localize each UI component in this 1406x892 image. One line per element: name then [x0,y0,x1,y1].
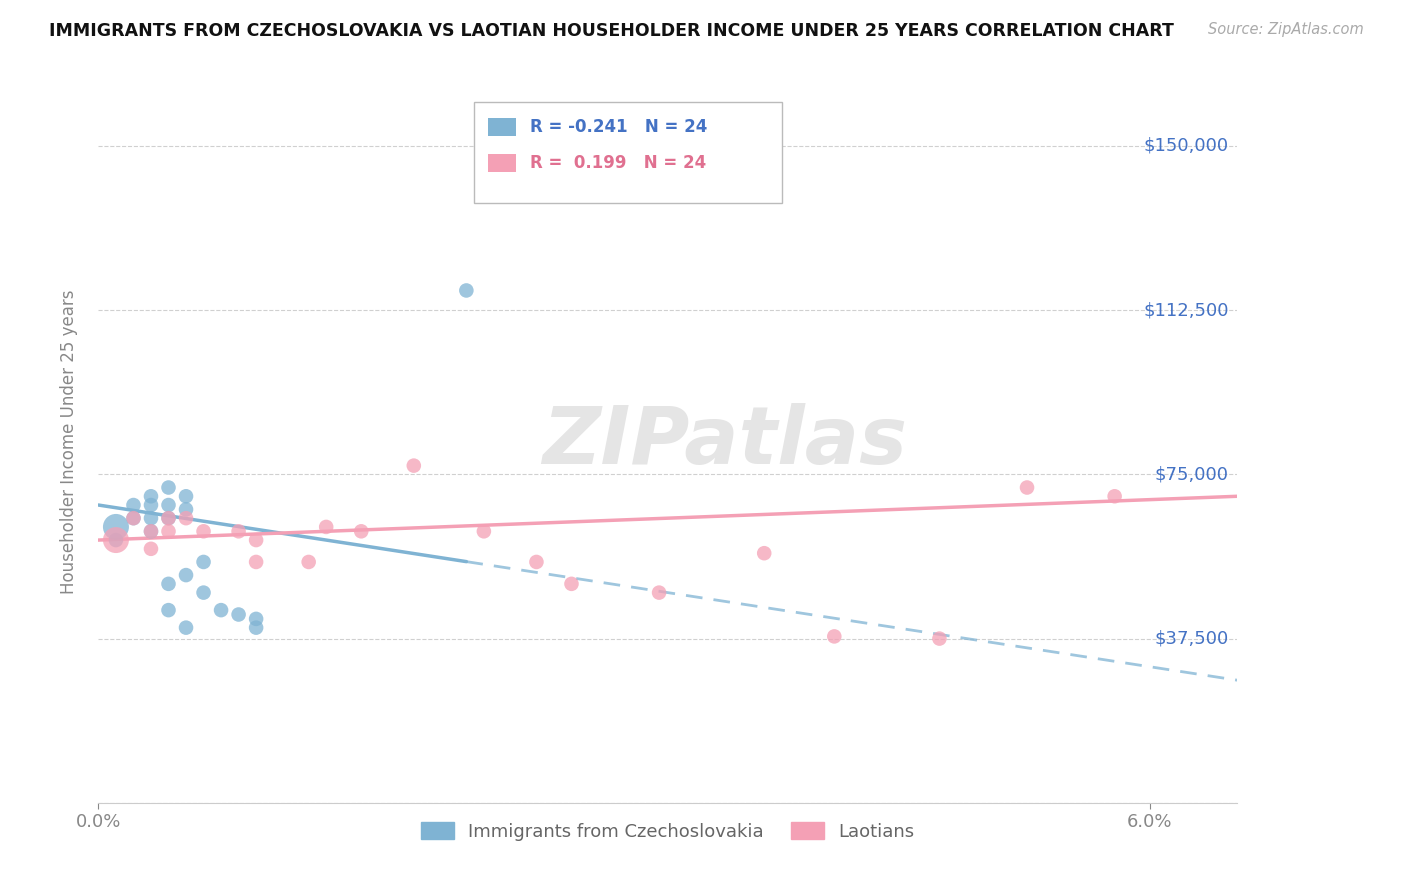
Point [350,524,373,539]
Text: $37,500: $37,500 [1154,630,1229,648]
Text: ZIPatlas: ZIPatlas [543,402,907,481]
Point [139,511,162,525]
Point [174,489,197,503]
Point [402,458,425,473]
Point [928,632,950,646]
Point [157,511,180,525]
Legend: Immigrants from Czechoslovakia, Laotians: Immigrants from Czechoslovakia, Laotians [415,815,921,848]
Point [754,546,776,560]
Point [245,533,267,547]
Text: R = -0.241   N = 24: R = -0.241 N = 24 [530,119,707,136]
Point [157,577,180,591]
Point [228,607,250,622]
Point [193,524,215,539]
FancyBboxPatch shape [488,154,516,172]
Point [139,524,162,539]
Point [122,511,145,525]
Text: IMMIGRANTS FROM CZECHOSLOVAKIA VS LAOTIAN HOUSEHOLDER INCOME UNDER 25 YEARS CORR: IMMIGRANTS FROM CZECHOSLOVAKIA VS LAOTIA… [49,22,1174,40]
Point [560,577,582,591]
Point [456,284,478,298]
Point [157,498,180,512]
Y-axis label: Householder Income Under 25 years: Householder Income Under 25 years [59,289,77,594]
Point [1104,489,1126,503]
Point [245,621,267,635]
Point [245,612,267,626]
Point [1015,481,1038,495]
Point [174,511,197,525]
Text: $75,000: $75,000 [1154,466,1229,483]
Point [139,498,162,512]
Point [104,520,127,534]
Point [193,555,215,569]
Point [823,629,845,643]
Point [174,568,197,582]
Text: Source: ZipAtlas.com: Source: ZipAtlas.com [1208,22,1364,37]
Point [298,555,321,569]
Point [228,524,250,539]
Point [193,585,215,599]
Point [157,524,180,539]
Point [157,511,180,525]
FancyBboxPatch shape [488,119,516,136]
Point [174,502,197,516]
Point [648,585,671,599]
Point [139,489,162,503]
Point [245,555,267,569]
Point [104,533,127,547]
Text: R =  0.199   N = 24: R = 0.199 N = 24 [530,154,706,172]
Text: $112,500: $112,500 [1143,301,1229,319]
Point [472,524,495,539]
Point [157,481,180,495]
Point [174,621,197,635]
FancyBboxPatch shape [474,102,782,203]
Point [315,520,337,534]
Text: $150,000: $150,000 [1144,137,1229,155]
Point [122,498,145,512]
Point [139,524,162,539]
Point [104,533,127,547]
Point [139,541,162,556]
Point [122,511,145,525]
Point [209,603,232,617]
Point [526,555,548,569]
Point [157,603,180,617]
